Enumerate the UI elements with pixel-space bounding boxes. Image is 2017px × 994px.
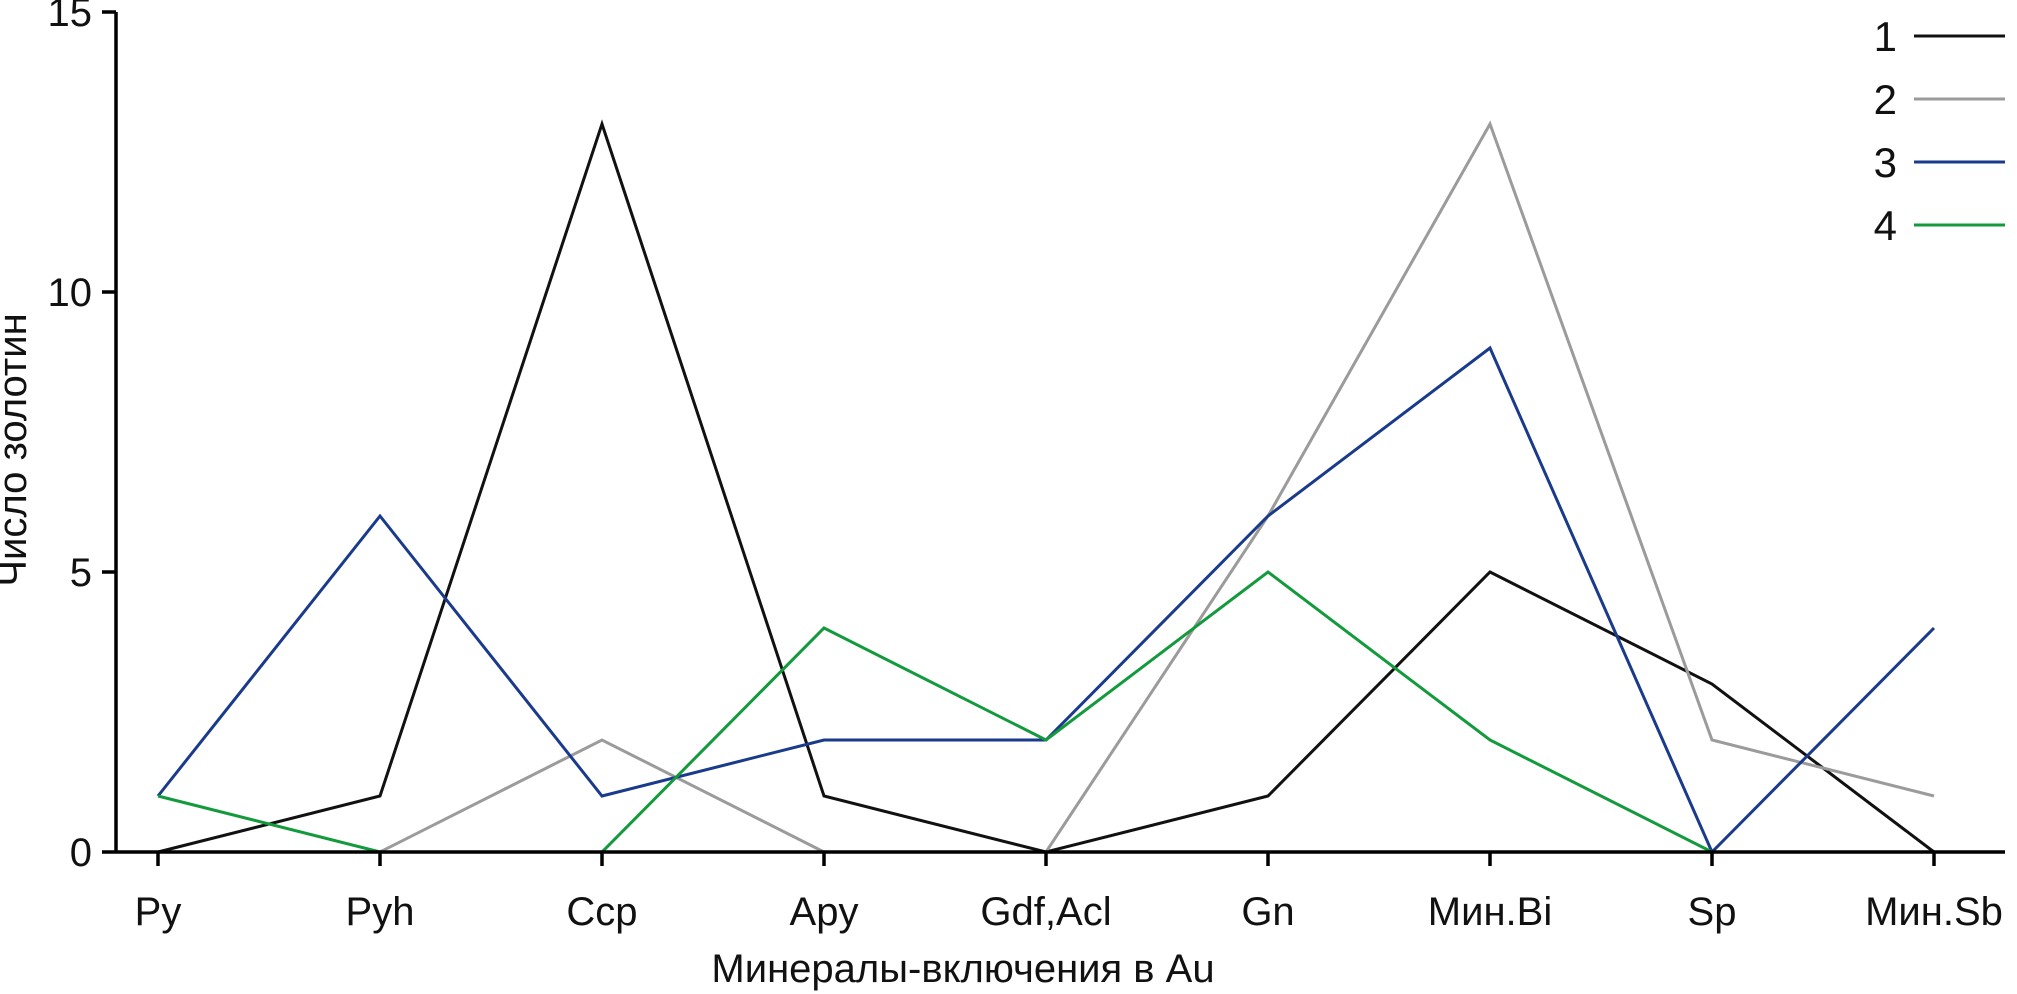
series-layer	[156, 119, 1936, 855]
legend-label-4: 4	[1874, 202, 1897, 249]
legend-label-2: 2	[1874, 76, 1897, 123]
y-ticks: 0 5 10 15	[48, 0, 116, 875]
x-tick-label: Pyh	[346, 890, 415, 934]
y-tick-label: 0	[70, 831, 92, 875]
legend-label-1: 1	[1874, 13, 1897, 60]
x-tick-label: Мин.Bi	[1428, 890, 1552, 934]
x-tick-label: Gn	[1241, 890, 1294, 934]
x-axis-title: Минералы-включения в Au	[711, 947, 1214, 991]
series-line-1	[157, 119, 1935, 854]
legend: 1 2 3 4	[1874, 13, 2005, 249]
x-tick-label: Gdf,Acl	[980, 890, 1111, 934]
x-tick-label: Ccp	[566, 890, 637, 934]
axes-layer	[114, 12, 2005, 854]
y-tick-label: 15	[48, 0, 93, 35]
x-tick-label: Sp	[1688, 890, 1737, 934]
legend-label-3: 3	[1874, 139, 1897, 186]
x-tick-label: Мин.Sb	[1865, 890, 2003, 934]
x-ticks: Py Pyh Ccp Apy Gdf,Acl Gn Мин.Bi Sp Мин.Sb	[135, 852, 2003, 934]
y-tick-label: 10	[48, 271, 93, 315]
y-tick-label: 5	[70, 551, 92, 595]
x-tick-label: Py	[135, 890, 182, 934]
y-axis-title: Число золотин	[0, 313, 35, 586]
x-tick-label: Apy	[790, 890, 859, 934]
series-line-3	[156, 345, 1936, 855]
series-line-2	[158, 120, 1935, 854]
